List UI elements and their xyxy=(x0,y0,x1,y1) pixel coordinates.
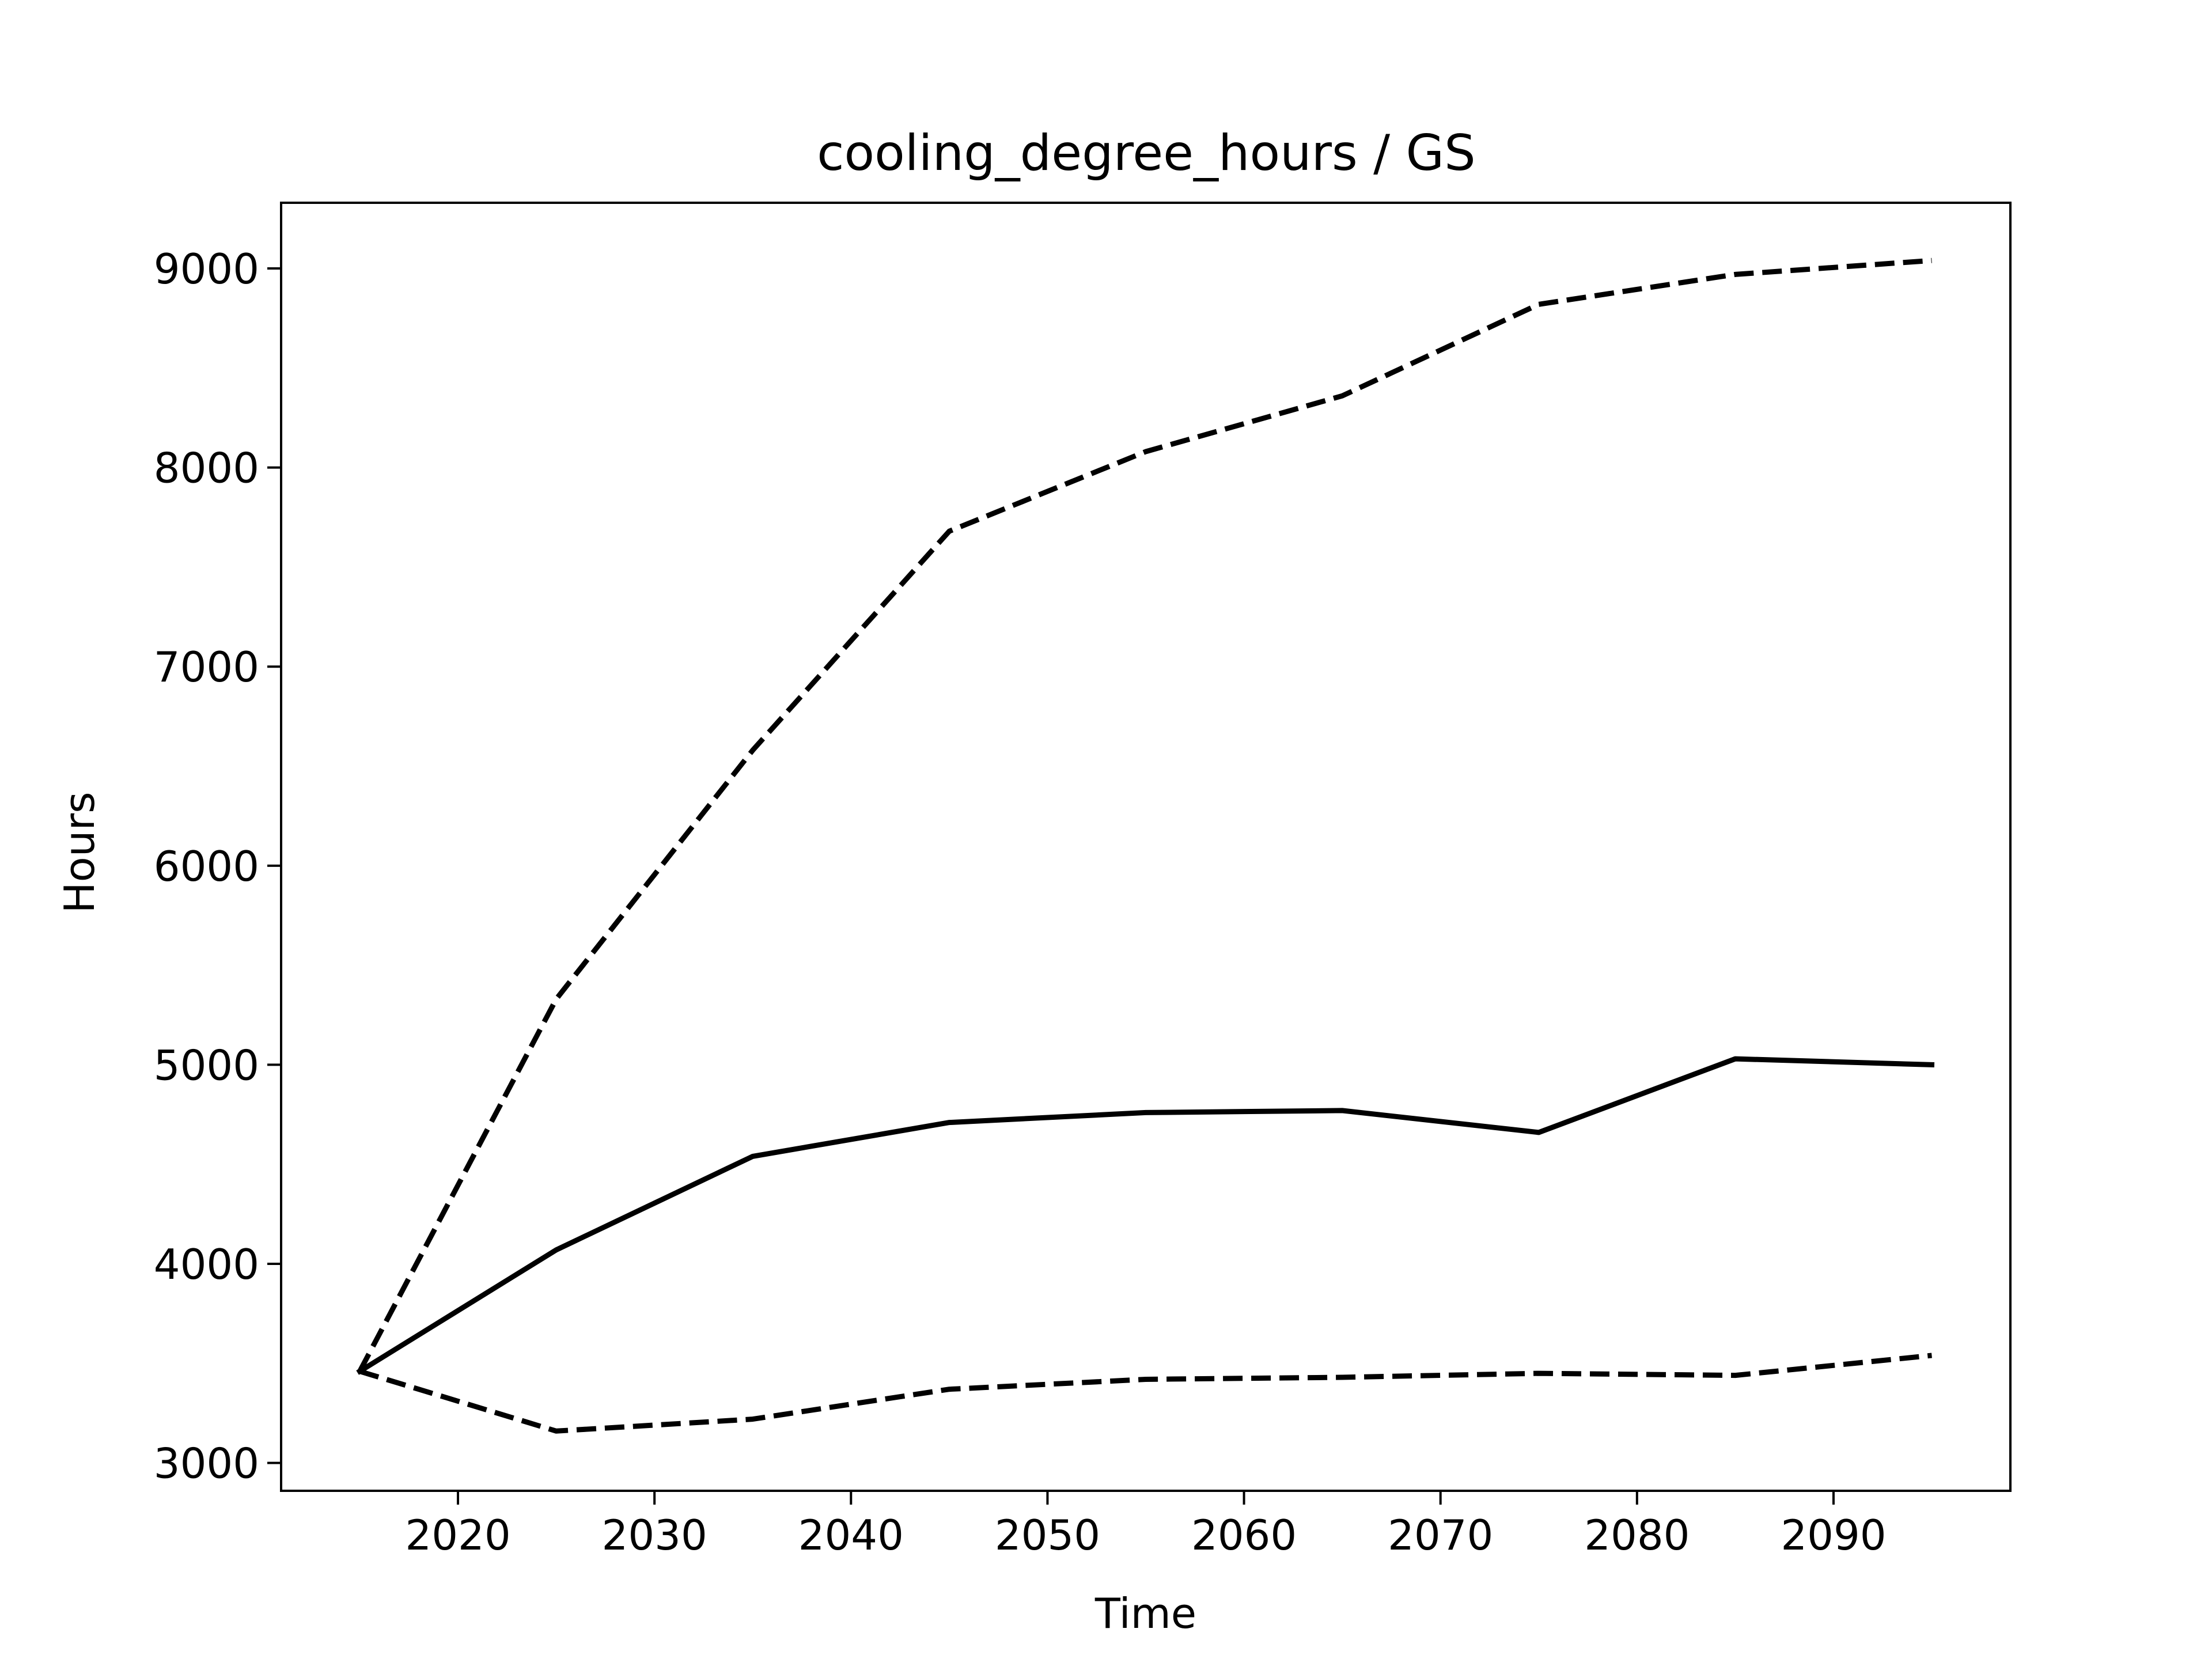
x-tick-label: 2020 xyxy=(405,1511,510,1559)
x-tick-label: 2050 xyxy=(995,1511,1100,1559)
x-axis-label: Time xyxy=(1094,1589,1196,1638)
y-tick-label: 5000 xyxy=(154,1041,259,1089)
y-tick-label: 4000 xyxy=(154,1240,259,1289)
y-axis-ticks: 3000 4000 5000 6000 7000 8000 9000 xyxy=(154,245,281,1488)
y-tick-label: 8000 xyxy=(154,444,259,493)
x-tick-label: 2040 xyxy=(798,1511,904,1559)
chart-title: cooling_degree_hours / GS xyxy=(817,124,1475,182)
y-axis-label: Hours xyxy=(55,792,104,914)
x-axis-ticks: 2020 2030 2040 2050 2060 2070 2080 2090 xyxy=(405,1491,1887,1559)
series-line-3 xyxy=(359,1353,1932,1434)
y-tick-label: 6000 xyxy=(154,842,259,891)
y-tick-label: 7000 xyxy=(154,643,259,691)
series-line-1 xyxy=(356,1056,1935,1375)
x-tick-label: 2060 xyxy=(1191,1511,1297,1559)
x-tick-label: 2090 xyxy=(1781,1511,1886,1559)
plot-frame xyxy=(280,202,2012,1492)
x-tick-label: 2070 xyxy=(1388,1511,1493,1559)
x-tick-label: 2030 xyxy=(602,1511,707,1559)
y-tick-label: 3000 xyxy=(154,1440,259,1488)
y-tick-label: 9000 xyxy=(154,245,259,293)
series-layer xyxy=(356,257,1935,1434)
series-line-2 xyxy=(357,257,1932,1373)
x-tick-label: 2080 xyxy=(1584,1511,1690,1559)
